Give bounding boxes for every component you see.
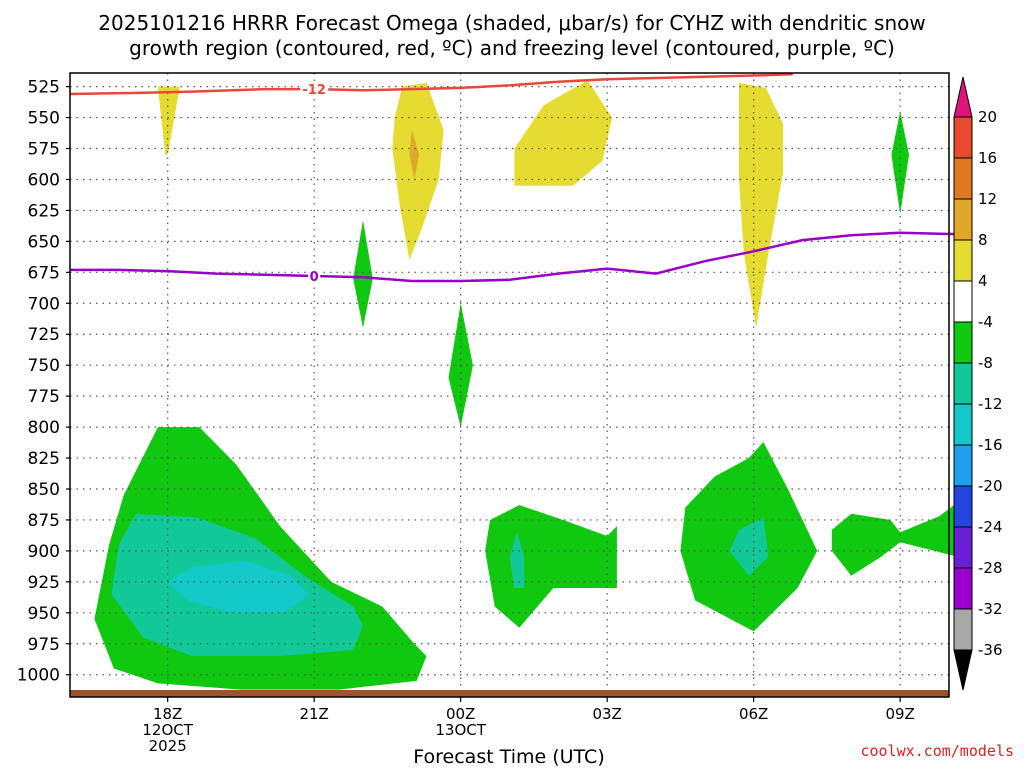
colorbar-box-7 (953, 362, 973, 405)
y-tick-750: 750 (28, 356, 60, 376)
colorbar-box-1 (953, 608, 973, 651)
colorbar-label-20: 20 (978, 108, 997, 126)
x-tick-18Z-line0: 18Z (153, 705, 182, 723)
ground-strip (70, 690, 949, 697)
colorbar-label--20: -20 (978, 477, 1003, 495)
y-axis-tick-labels: 525 550 575 600 625 650 675 700 725 750 775 800 825 8… (17, 78, 70, 686)
colorbar-box-5 (953, 444, 973, 487)
omega-region-11 (485, 505, 617, 628)
y-tick-575: 575 (28, 140, 60, 160)
x-tick-18Z-line2: 2025 (149, 737, 187, 755)
colorbar-label--36: -36 (978, 641, 1003, 659)
x-tick-00Z-line1: 13OCT (435, 721, 486, 739)
x-axis-label: Forecast Time (UTC) (413, 746, 604, 768)
contour-dendritic-12C (69, 72, 793, 96)
colorbar-label--16: -16 (978, 436, 1003, 454)
colorbar-label-4: 4 (978, 272, 988, 290)
y-tick-775: 775 (28, 387, 60, 407)
chart-title-line1: 2025101216 HRRR Forecast Omega (shaded, … (98, 11, 925, 35)
y-tick-600: 600 (28, 170, 60, 190)
colorbar-box-10 (953, 239, 973, 282)
colorbar-box-9 (953, 280, 973, 323)
y-tick-650: 650 (28, 232, 60, 252)
y-tick-700: 700 (28, 294, 60, 314)
y-tick-825: 825 (28, 449, 60, 469)
colorbar: 20 16 12 8 4 -4 -8 -12 -16 -20 -24 -28 -32 -36 (953, 76, 1003, 691)
colorbar-label-12: 12 (978, 190, 997, 208)
colorbar-box-3 (953, 526, 973, 569)
x-tick-03Z-line0: 03Z (592, 705, 621, 723)
y-tick-1000: 1000 (17, 666, 60, 686)
omega-region-2 (409, 130, 420, 180)
y-tick-625: 625 (28, 201, 60, 221)
plot-border (69, 72, 950, 698)
grid-lines (70, 73, 949, 697)
colorbar-label--32: -32 (978, 600, 1003, 618)
y-tick-950: 950 (28, 604, 60, 624)
contour-label-bg-dendritic-12C (300, 81, 329, 98)
colorbar-label--8: -8 (978, 354, 993, 372)
x-tick-21Z-line0: 21Z (299, 705, 328, 723)
contour-freezing-level-0C (70, 231, 959, 283)
colorbar-arrow-bottom (953, 649, 973, 691)
colorbar-box-11 (953, 198, 973, 241)
colorbar-box-6 (953, 403, 973, 446)
x-tick-18Z-line1: 12OCT (142, 721, 193, 739)
x-tick-06Z-line0: 06Z (739, 705, 768, 723)
y-tick-675: 675 (28, 263, 60, 283)
colorbar-label--4: -4 (978, 313, 993, 331)
chart-title-line2: growth region (contoured, red, ºC) and f… (129, 36, 895, 60)
contour-label-freezing-level-0C: 0 (310, 270, 319, 285)
omega-region-0 (157, 86, 180, 155)
colorbar-label--24: -24 (978, 518, 1003, 536)
colorbar-label-16: 16 (978, 149, 997, 167)
contour-label-dendritic-12C: -12 (302, 83, 326, 98)
colorbar-box-8 (953, 321, 973, 364)
omega-region-4 (739, 82, 783, 329)
omega-region-12 (509, 532, 525, 588)
contour-label-bg-freezing-level-0C (308, 268, 321, 285)
colorbar-label--28: -28 (978, 559, 1003, 577)
colorbar-label--12: -12 (978, 395, 1003, 413)
omega-region-1 (392, 82, 444, 261)
y-tick-800: 800 (28, 418, 60, 438)
y-tick-975: 975 (28, 635, 60, 655)
credit-text: coolwx.com/models (860, 742, 1014, 760)
plot-area: -12 0 (69, 72, 959, 698)
y-tick-875: 875 (28, 511, 60, 531)
y-tick-900: 900 (28, 542, 60, 562)
colorbar-label-8: 8 (978, 231, 988, 249)
omega-region-5 (891, 111, 909, 215)
y-tick-850: 850 (28, 480, 60, 500)
x-tick-09Z-line0: 09Z (885, 705, 914, 723)
omega-region-6 (353, 220, 373, 328)
x-tick-00Z-line0: 00Z (446, 705, 475, 723)
omega-region-14 (729, 517, 769, 576)
colorbar-box-4 (953, 485, 973, 528)
omega-region-3 (514, 80, 613, 186)
y-tick-525: 525 (28, 78, 60, 98)
colorbar-box-2 (953, 567, 973, 610)
omega-region-10 (167, 560, 310, 613)
y-tick-925: 925 (28, 573, 60, 593)
colorbar-box-13 (953, 116, 973, 159)
y-tick-725: 725 (28, 325, 60, 345)
colorbar-box-12 (953, 157, 973, 200)
colorbar-arrow-top (953, 76, 973, 118)
y-tick-550: 550 (28, 109, 60, 129)
